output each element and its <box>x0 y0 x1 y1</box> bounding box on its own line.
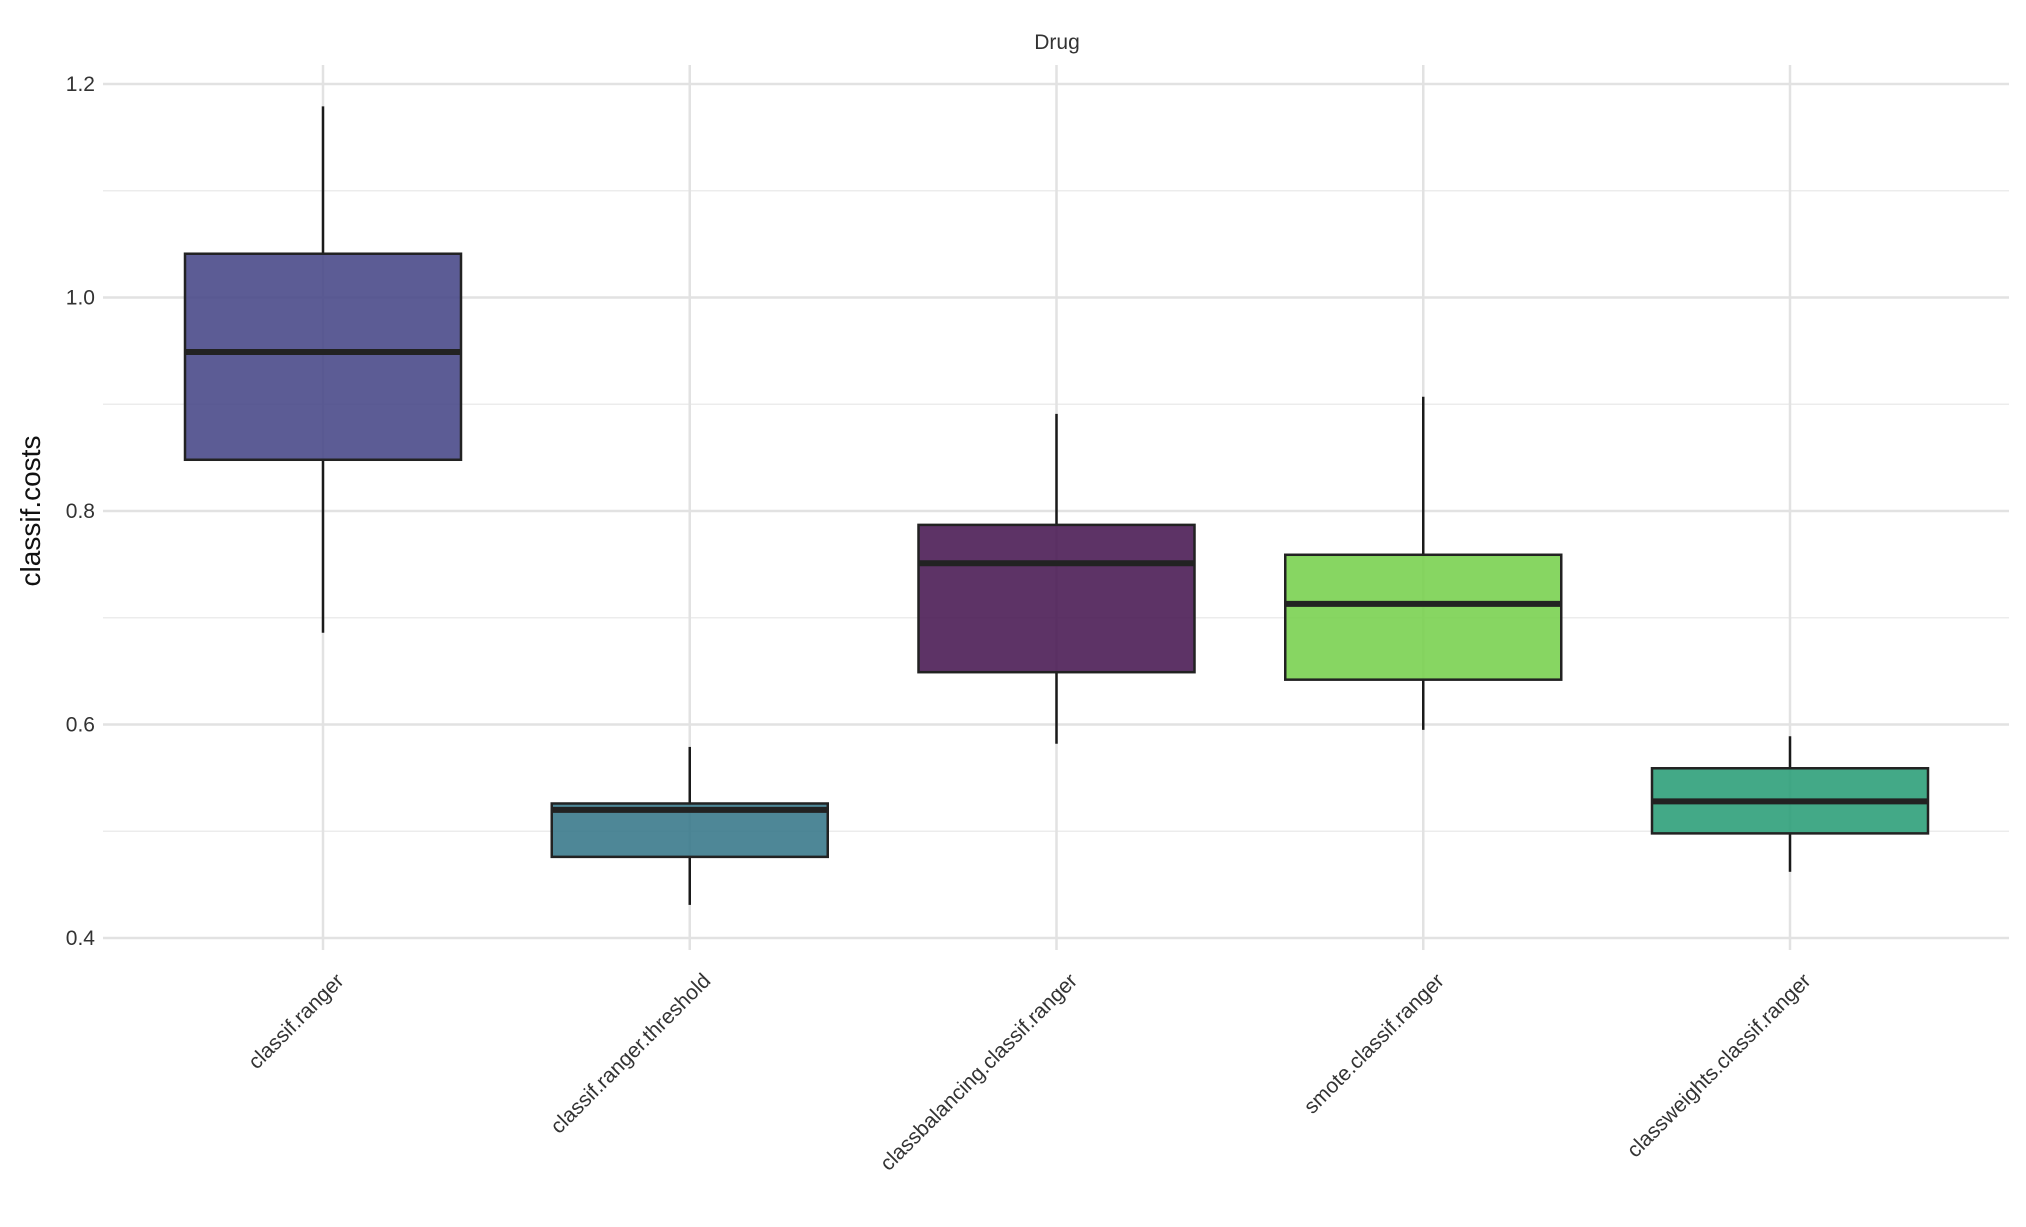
x-tick-label: classweights.classif.ranger <box>1623 969 1816 1162</box>
iqr-box <box>917 523 1196 674</box>
x-tick-label: classif.ranger <box>244 969 349 1074</box>
x-tick-label: smote.classif.ranger <box>1300 969 1449 1118</box>
x-tick-label: classbalancing.classif.ranger <box>876 969 1082 1175</box>
box-classbalancing.classif.ranger <box>917 413 1196 744</box>
box-classif.ranger <box>183 106 463 633</box>
iqr-box <box>1284 553 1563 681</box>
box-smote.classif.ranger <box>1284 396 1563 730</box>
y-tick-label: 0.4 <box>66 927 96 950</box>
y-tick-label: 1.2 <box>66 73 95 96</box>
box-classif.ranger.threshold <box>550 746 829 905</box>
iqr-box <box>183 252 463 462</box>
boxes <box>183 106 1930 905</box>
y-tick-label: 0.6 <box>66 714 95 737</box>
box-classweights.classif.ranger <box>1650 736 1930 872</box>
x-tick-label: classif.ranger.threshold <box>546 969 715 1138</box>
y-axis: 0.4 0.6 0.8 1.0 1.2 <box>66 73 96 950</box>
chart-title: Drug <box>1034 31 1080 54</box>
x-axis: classif.ranger classif.ranger.threshold cl… <box>244 969 1816 1175</box>
y-axis-label: classif.costs <box>15 436 46 587</box>
y-tick-label: 0.8 <box>66 500 95 523</box>
y-tick-label: 1.0 <box>66 287 95 310</box>
